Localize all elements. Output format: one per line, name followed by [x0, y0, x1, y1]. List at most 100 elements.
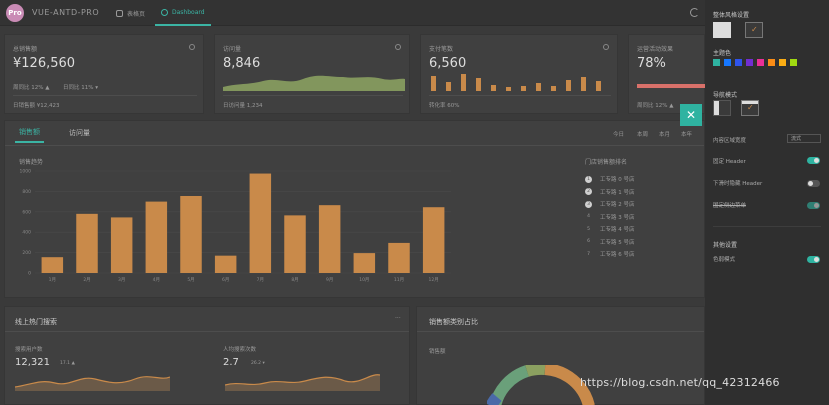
rank-number: 1	[585, 175, 592, 183]
user-area-chart	[15, 376, 170, 391]
nav-side-option[interactable]	[713, 100, 731, 116]
info-icon[interactable]	[189, 44, 195, 50]
rank-number: 4	[587, 214, 590, 220]
bar[interactable]	[284, 215, 306, 273]
avg-label: 人均搜索次数	[223, 347, 257, 353]
range-week[interactable]: 本周	[637, 132, 649, 138]
x-tick-label: 2月	[83, 277, 90, 283]
stat-title: 运营活动效果	[637, 46, 674, 53]
stat-footer: 日访问量 1,234	[223, 103, 263, 109]
mini-bar	[566, 80, 571, 91]
x-tick-label: 10月	[359, 277, 369, 283]
stat-card-operations: 运营活动效果 78% 周同比 12% ▲	[628, 34, 706, 114]
tab-visits[interactable]: 访问量	[69, 129, 90, 137]
theme-color-geekblue[interactable]	[735, 59, 742, 66]
bar[interactable]	[180, 195, 202, 273]
theme-color-blue[interactable]	[724, 59, 731, 66]
logo[interactable]: Pro	[6, 4, 24, 22]
category-share-card: 销售额类别占比 销售额	[416, 306, 705, 405]
rank-label: 工专路 0 号店	[600, 177, 635, 184]
x-tick-label: 6月	[222, 277, 229, 283]
theme-color-cyan[interactable]	[713, 59, 720, 66]
tab-label: 表格页	[127, 10, 146, 18]
list-item: 6 工专路 5 号店	[585, 236, 695, 249]
theme-color-lime[interactable]	[790, 59, 797, 66]
nav-top-option[interactable]: ✓	[741, 100, 759, 116]
card-subtitle: 销售额	[429, 349, 446, 355]
category-donut-chart	[487, 365, 595, 405]
select-value: 流式	[791, 136, 802, 142]
brand-name: VUE-ANTD-PRO	[32, 8, 100, 17]
top-header: Pro VUE-ANTD-PRO 表格页 Dashboard	[0, 0, 705, 26]
x-tick-label: 11月	[394, 277, 404, 283]
mini-bar	[476, 78, 481, 91]
divider	[5, 331, 409, 332]
rank-label: 工专路 5 号店	[600, 239, 635, 246]
rank-label: 工专路 1 号店	[600, 189, 635, 196]
theme-title: 主题色	[713, 50, 732, 57]
style-dark-option[interactable]: ✓	[745, 22, 763, 38]
bar[interactable]	[76, 213, 98, 273]
nav-title: 导航模式	[713, 92, 738, 99]
theme-color-magenta[interactable]	[757, 59, 764, 66]
x-tick-label: 12月	[429, 277, 439, 283]
stat-title: 访问量	[223, 46, 242, 53]
y-tick-label: 1000	[20, 169, 32, 175]
mini-bar	[521, 86, 526, 91]
y-tick-label: 600	[22, 209, 31, 215]
bar[interactable]	[353, 253, 376, 273]
watermark-text: https://blog.csdn.net/qq_42312466	[580, 376, 780, 389]
style-light-option[interactable]	[713, 22, 731, 38]
theme-color-purple[interactable]	[746, 59, 753, 66]
dashboard-icon	[161, 8, 168, 16]
fixed-header-toggle[interactable]	[807, 157, 820, 164]
tab-dashboard[interactable]: Dashboard	[155, 0, 211, 26]
y-tick-label: 200	[22, 250, 31, 256]
bar[interactable]	[318, 205, 341, 273]
bar[interactable]	[388, 242, 410, 273]
bar[interactable]	[249, 173, 272, 273]
stat-week-compare: 周同比 12% ▲	[13, 85, 50, 91]
drawer-close-button[interactable]: ✕	[680, 104, 702, 126]
close-icon: ✕	[685, 108, 697, 122]
fixed-sidebar-toggle[interactable]	[807, 202, 820, 209]
range-year[interactable]: 本年	[681, 132, 693, 138]
rank-list: 1 工专路 0 号店 2 工专路 1 号店 3 工专路 2 号店 4 工专路 3 号店 …	[585, 173, 695, 261]
theme-color-gold[interactable]	[779, 59, 786, 66]
stat-title: 支付笔数	[429, 46, 454, 53]
more-icon[interactable]: ···	[395, 315, 401, 322]
tab-table-page[interactable]: 表格页	[110, 0, 151, 26]
y-tick-label: 400	[22, 230, 31, 236]
rank-title: 门店销售额排名	[585, 159, 628, 166]
stat-card-total-sales: 总销售额 ¥126,560 周同比 12% ▲ 日同比 11% ▾ 日销售额 ¥…	[4, 34, 204, 114]
reload-icon[interactable]	[690, 8, 699, 17]
info-icon[interactable]	[395, 44, 401, 50]
theme-color-orange[interactable]	[768, 59, 775, 66]
list-item: 7 工专路 6 号店	[585, 248, 695, 261]
bar[interactable]	[422, 207, 445, 273]
bar[interactable]	[145, 201, 168, 273]
divider	[429, 95, 611, 96]
tab-sales[interactable]: 销售额	[15, 123, 44, 143]
rank-label: 工专路 3 号店	[600, 214, 635, 221]
avg-area-chart	[225, 374, 380, 391]
info-icon[interactable]	[603, 44, 609, 50]
divider	[417, 331, 704, 332]
fixed-header-label: 固定 Header	[713, 159, 746, 165]
style-title: 整体风格设置	[713, 12, 750, 19]
sales-card: 销售额 访问量 今日 本周 本月 本年 销售趋势 0 200 400 600 800 10…	[4, 120, 705, 298]
color-weak-toggle[interactable]	[807, 256, 820, 263]
content-width-select[interactable]: 流式	[787, 134, 821, 143]
rank-label: 工专路 2 号店	[600, 202, 635, 209]
range-month[interactable]: 本月	[659, 132, 671, 138]
list-item: 4 工专路 3 号店	[585, 211, 695, 224]
mini-bar	[461, 74, 466, 91]
avg-change: 26.2 ▾	[251, 361, 265, 366]
bar[interactable]	[110, 217, 133, 273]
range-today[interactable]: 今日	[613, 132, 625, 138]
bar[interactable]	[41, 257, 64, 273]
x-tick-label: 9月	[326, 277, 333, 283]
bar[interactable]	[214, 255, 237, 273]
hide-header-toggle[interactable]	[807, 180, 820, 187]
check-icon: ✓	[751, 25, 758, 34]
